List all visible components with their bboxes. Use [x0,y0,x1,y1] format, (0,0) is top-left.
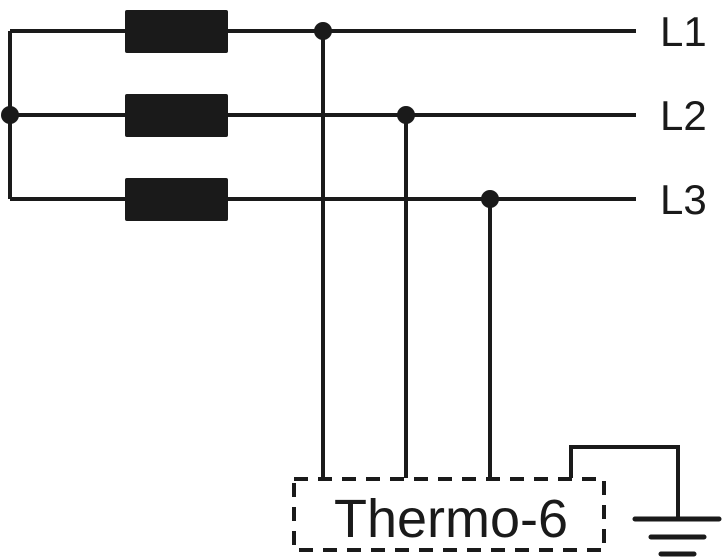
line-label-l2: L2 [660,92,707,139]
heater-element-2 [125,94,228,137]
junction-dot-l1 [314,22,332,40]
device-box [292,477,606,552]
star-connection-wire [8,29,125,201]
ground-wire [569,445,680,519]
junction-dot-l2 [397,106,415,124]
ground-icon [632,516,722,557]
device-label: Thermo-6 [334,489,568,549]
line-label-l3: L3 [660,176,707,223]
junction-dot-star [1,106,19,124]
heater-element-3 [125,178,228,221]
line-label-l1: L1 [660,8,707,55]
junction-dot-l3 [481,190,499,208]
heater-element-1 [125,10,228,53]
